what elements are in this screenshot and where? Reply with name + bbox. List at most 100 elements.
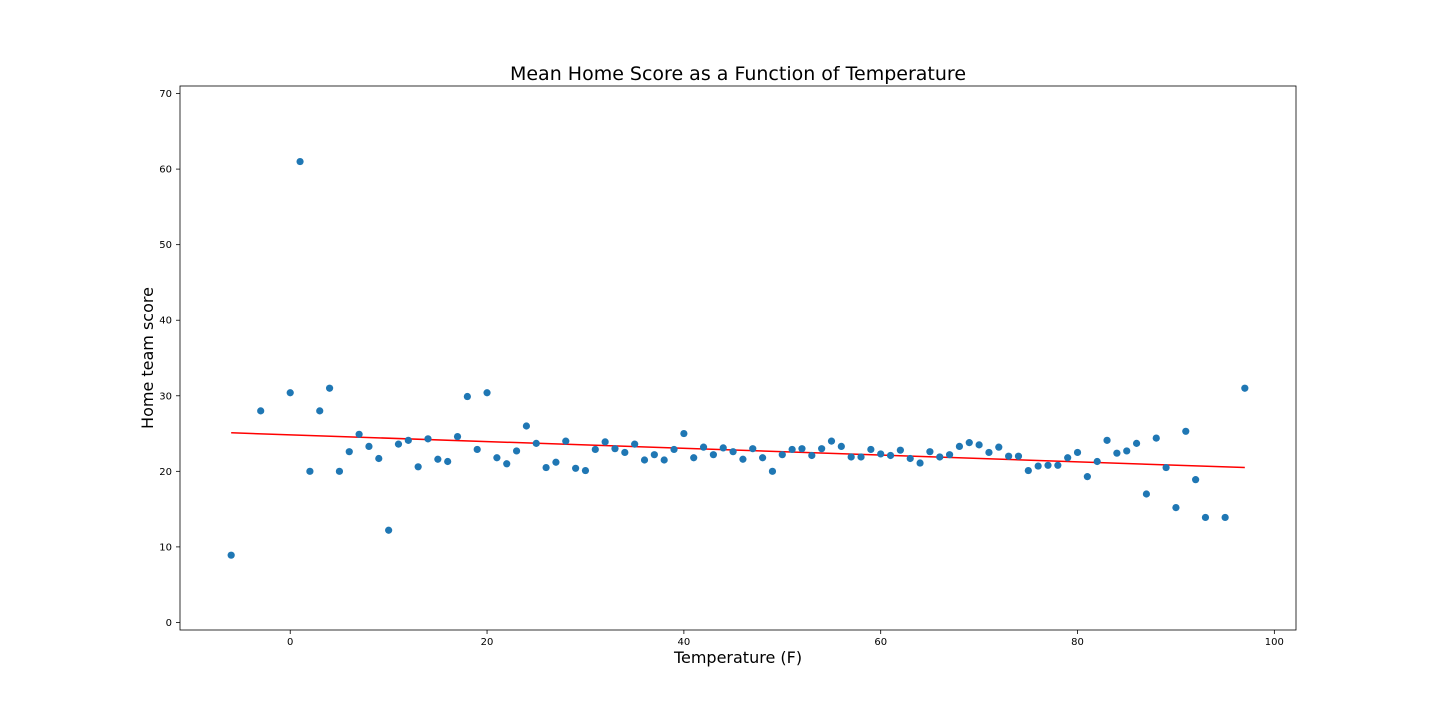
data-point	[867, 445, 875, 454]
y-tick-label: 10	[159, 542, 172, 553]
y-tick-label: 40	[159, 316, 172, 327]
data-point	[729, 448, 737, 456]
data-point	[601, 438, 609, 446]
y-tick-label: 30	[159, 391, 172, 402]
data-point	[325, 384, 334, 392]
data-point	[788, 445, 796, 454]
data-point	[473, 445, 481, 454]
data-point	[1044, 461, 1052, 469]
data-point	[906, 454, 914, 463]
data-point	[709, 451, 717, 459]
data-point	[483, 389, 491, 397]
chart-title: Mean Home Score as a Function of Tempera…	[510, 63, 966, 85]
data-point	[296, 157, 304, 166]
data-point	[778, 451, 786, 459]
data-point	[453, 432, 462, 441]
data-point	[463, 392, 471, 401]
x-tick-label: 80	[1071, 637, 1084, 648]
data-point	[975, 441, 983, 449]
data-point	[1241, 384, 1249, 392]
data-point	[965, 439, 973, 447]
data-point	[759, 454, 767, 462]
data-point	[1005, 452, 1013, 460]
data-point	[670, 445, 678, 454]
data-point	[650, 451, 658, 459]
data-point	[1054, 461, 1062, 469]
data-point	[1083, 473, 1091, 481]
data-point	[375, 454, 383, 463]
data-point	[1103, 436, 1111, 444]
data-point	[1162, 463, 1170, 472]
data-point	[995, 443, 1003, 451]
data-point	[552, 458, 560, 466]
x-tick-label: 100	[1265, 637, 1284, 648]
x-tick-label: 60	[874, 637, 887, 648]
data-point	[434, 455, 442, 463]
data-point	[1073, 448, 1082, 457]
data-point	[512, 447, 521, 455]
x-tick-label: 0	[287, 637, 293, 648]
data-point	[945, 451, 954, 459]
data-point	[1064, 454, 1072, 462]
data-point	[877, 450, 885, 458]
data-point	[581, 466, 590, 475]
data-point	[1093, 457, 1101, 466]
data-point	[886, 451, 895, 460]
data-point	[365, 442, 373, 450]
data-point	[611, 445, 619, 453]
data-point	[985, 448, 993, 457]
data-point	[355, 430, 363, 438]
data-point	[1152, 434, 1160, 442]
data-point	[1172, 504, 1180, 512]
data-point	[532, 439, 540, 447]
data-point	[1192, 476, 1200, 484]
data-point	[503, 460, 511, 468]
data-point	[335, 467, 344, 475]
data-point	[798, 445, 806, 453]
data-point	[1014, 452, 1023, 460]
data-point	[562, 437, 570, 445]
data-point	[847, 453, 855, 461]
data-point	[414, 463, 422, 471]
plot-frame	[179, 85, 1297, 631]
data-point	[444, 457, 452, 466]
data-point	[257, 407, 265, 415]
x-tick-label: 40	[678, 637, 691, 648]
y-tick-label: 60	[159, 165, 172, 176]
data-point	[1123, 447, 1131, 455]
data-point	[631, 440, 639, 448]
x-tick-label: 20	[481, 637, 494, 648]
data-point	[719, 444, 727, 452]
data-point	[699, 443, 708, 451]
data-point	[572, 464, 580, 472]
x-axis-label: Temperature (F)	[673, 648, 802, 667]
y-tick-label: 50	[159, 240, 172, 251]
data-point	[227, 551, 235, 559]
data-point	[680, 429, 688, 438]
data-point	[690, 454, 698, 462]
data-point	[345, 448, 353, 456]
data-point	[522, 422, 531, 430]
data-point	[493, 454, 501, 462]
data-point	[1182, 427, 1190, 435]
data-point	[1113, 449, 1121, 457]
data-point	[1132, 439, 1141, 447]
plot-area: 0 20 40 60 80 100 0 10 20 30 40 50 60 70	[159, 85, 1297, 648]
data-point	[385, 526, 393, 534]
data-point	[286, 389, 294, 397]
trend-line	[231, 432, 1245, 469]
data-point	[936, 453, 944, 461]
data-point	[837, 442, 845, 450]
data-point	[404, 436, 412, 444]
data-point	[591, 445, 599, 454]
data-point	[542, 463, 550, 472]
data-point	[424, 435, 432, 443]
data-point	[1024, 466, 1032, 475]
data-point	[1221, 513, 1229, 522]
data-point	[955, 442, 964, 450]
data-point	[1034, 462, 1042, 470]
data-point	[926, 448, 934, 456]
data-point	[640, 456, 649, 464]
